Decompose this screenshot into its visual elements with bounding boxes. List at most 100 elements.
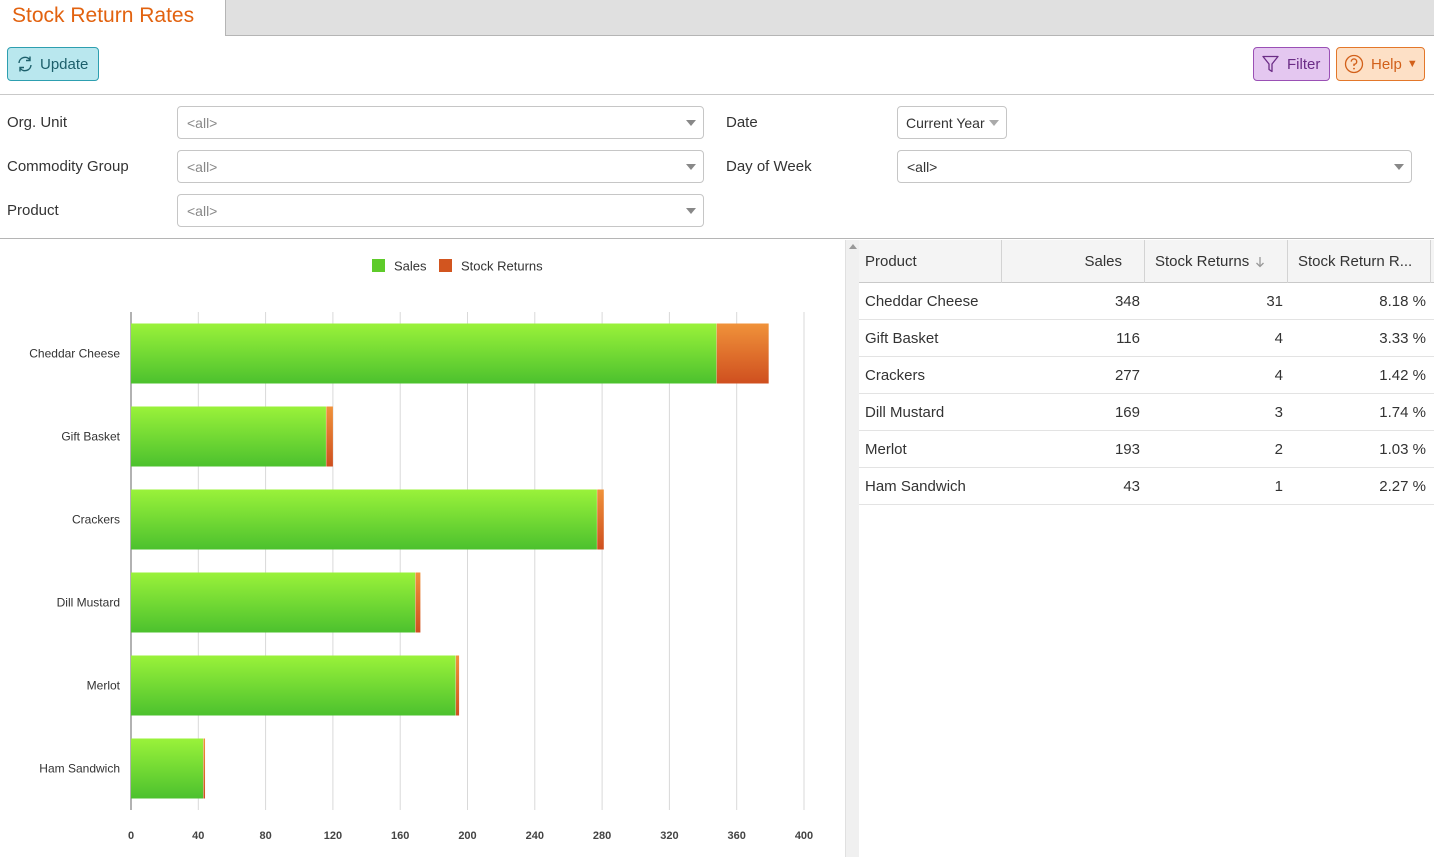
x-tick-label: 320 — [660, 830, 678, 842]
chart-panel: 0 40 80 120 160 200 240 280 320 360 400 Cheddar Che… — [0, 240, 845, 857]
bar-stock-returns — [716, 323, 769, 384]
bar-chart: 0 40 80 120 160 200 240 280 320 360 400 Cheddar Che… — [29, 259, 813, 843]
dropdown-arrow-icon — [989, 120, 999, 126]
org-unit-label: Org. Unit — [7, 114, 68, 131]
cell-stock-returns: 31 — [1266, 293, 1283, 310]
product-label: Product — [7, 202, 59, 219]
table-row[interactable]: Dill Mustard 169 3 1.74 % — [859, 394, 1434, 431]
bar-sales — [131, 738, 204, 799]
question-circle-icon — [1344, 54, 1364, 74]
update-label: Update — [40, 55, 89, 73]
column-header-label: Sales — [1084, 253, 1122, 270]
x-tick-label: 200 — [458, 830, 476, 842]
cell-product: Dill Mustard — [865, 404, 945, 421]
table-row[interactable]: Crackers 277 4 1.42 % — [859, 357, 1434, 394]
funnel-icon — [1262, 55, 1279, 73]
bar-stock-returns — [326, 406, 333, 467]
cell-stock-returns: 1 — [1274, 478, 1283, 495]
legend-swatch — [372, 259, 385, 272]
commodity-group-label: Commodity Group — [7, 158, 129, 175]
x-tick-label: 0 — [128, 830, 134, 842]
data-table: Product Sales Stock Returns Stock Return… — [859, 240, 1434, 857]
cell-sales: 193 — [1114, 441, 1140, 458]
column-header-label: Product — [865, 253, 917, 270]
bar-stock-returns — [415, 572, 421, 633]
filter-label: Filter — [1287, 55, 1321, 73]
cell-stock-return-rate: 1.42 % — [1379, 367, 1426, 384]
date-label: Date — [726, 114, 758, 131]
cell-sales: 116 — [1116, 330, 1140, 347]
date-select[interactable]: Current Year — [897, 106, 1007, 139]
bar-stock-returns — [455, 655, 460, 716]
tab-stock-return-rates[interactable]: Stock Return Rates — [0, 0, 226, 36]
column-header-stock-returns[interactable]: Stock Returns — [1145, 240, 1288, 283]
cell-sales: 277 — [1114, 367, 1140, 384]
x-tick-label: 400 — [795, 830, 813, 842]
column-header-product[interactable]: Product — [859, 240, 1002, 283]
dropdown-arrow-icon — [1394, 164, 1404, 170]
cell-product: Gift Basket — [865, 330, 939, 347]
column-header-label: Stock Returns — [1155, 253, 1250, 270]
bar-sales — [131, 323, 717, 384]
collapse-arrow-icon[interactable] — [849, 244, 857, 249]
product-select[interactable]: <all> — [177, 194, 704, 227]
cell-product: Ham Sandwich — [865, 478, 966, 495]
x-tick-label: 280 — [593, 830, 611, 842]
x-tick-label: 160 — [391, 830, 409, 842]
chevron-down-icon: ▼ — [1406, 58, 1418, 70]
column-header-sales[interactable]: Sales — [1002, 240, 1145, 283]
dropdown-arrow-icon — [686, 208, 696, 214]
tab-title: Stock Return Rates — [12, 4, 195, 27]
category-label: Crackers — [72, 513, 120, 527]
category-label: Dill Mustard — [57, 596, 120, 610]
table-row[interactable]: Ham Sandwich 43 1 2.27 % — [859, 468, 1434, 505]
bar-sales — [131, 489, 598, 550]
category-label: Ham Sandwich — [39, 762, 120, 776]
panel-splitter[interactable] — [845, 240, 859, 857]
bar-stock-returns — [597, 489, 604, 550]
day-of-week-value: <all> — [907, 158, 938, 175]
cell-sales: 348 — [1114, 293, 1140, 310]
x-tick-label: 240 — [526, 830, 544, 842]
day-of-week-label: Day of Week — [726, 158, 812, 175]
cell-stock-returns: 4 — [1274, 330, 1283, 347]
help-button[interactable]: Help ▼ — [1336, 47, 1425, 81]
x-tick-label: 360 — [728, 830, 746, 842]
category-label: Cheddar Cheese — [29, 347, 120, 361]
cell-stock-return-rate: 1.03 % — [1379, 441, 1426, 458]
cell-stock-returns: 2 — [1274, 441, 1283, 458]
commodity-group-value: <all> — [187, 158, 218, 175]
bar-sales — [131, 572, 416, 633]
cell-stock-return-rate: 8.18 % — [1379, 293, 1426, 310]
table-row[interactable]: Cheddar Cheese 348 31 8.18 % — [859, 283, 1434, 320]
table-header: Product Sales Stock Returns Stock Return… — [859, 240, 1434, 283]
bar-sales — [131, 406, 327, 467]
table-row[interactable]: Merlot 193 2 1.03 % — [859, 431, 1434, 468]
org-unit-value: <all> — [187, 114, 218, 131]
cell-product: Cheddar Cheese — [865, 293, 979, 310]
tab-bar: Stock Return Rates — [0, 0, 1434, 36]
column-header-stock-return-rate[interactable]: Stock Return R... — [1288, 240, 1431, 283]
day-of-week-select[interactable]: <all> — [897, 150, 1412, 183]
table-row[interactable]: Gift Basket 116 4 3.33 % — [859, 320, 1434, 357]
org-unit-select[interactable]: <all> — [177, 106, 704, 139]
cell-product: Merlot — [865, 441, 907, 458]
legend-swatch — [439, 259, 452, 272]
cell-stock-return-rate: 1.74 % — [1379, 404, 1426, 421]
x-tick-label: 120 — [324, 830, 342, 842]
cell-stock-returns: 3 — [1274, 404, 1283, 421]
cell-product: Crackers — [865, 367, 926, 384]
help-label: Help — [1371, 55, 1402, 73]
toolbar: Update Filter Help ▼ — [0, 36, 1434, 95]
update-button[interactable]: Update — [7, 47, 99, 81]
cell-sales: 169 — [1114, 404, 1140, 421]
commodity-group-select[interactable]: <all> — [177, 150, 704, 183]
cell-stock-return-rate: 3.33 % — [1379, 330, 1426, 347]
cell-stock-returns: 4 — [1274, 367, 1283, 384]
x-tick-label: 80 — [259, 830, 271, 842]
legend-label: Sales — [394, 259, 427, 274]
filter-button[interactable]: Filter — [1253, 47, 1330, 81]
sort-descending-icon — [1255, 256, 1265, 268]
x-tick-label: 40 — [192, 830, 204, 842]
column-header-label: Stock Return R... — [1298, 253, 1413, 270]
